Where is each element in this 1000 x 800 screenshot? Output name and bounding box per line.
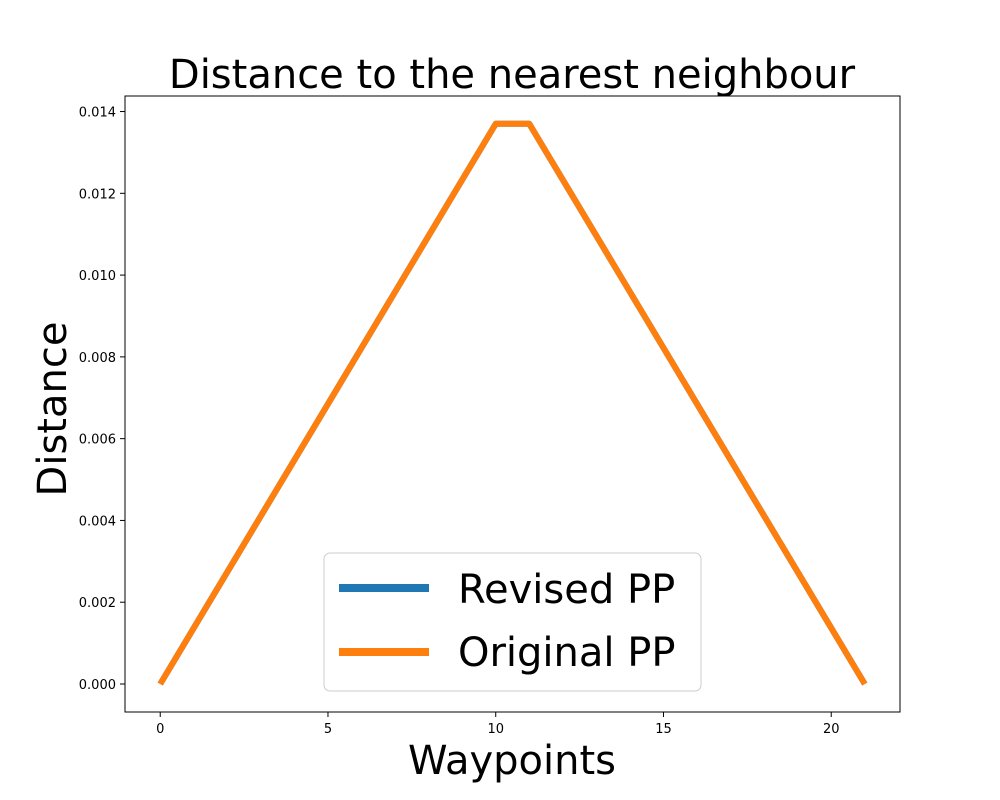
- x-tick-label-1: 5: [324, 722, 332, 737]
- plot-area: 0 5 10 15 20 0.000 0.002 0.004 0.006 0.008 0.010 0.…: [79, 106, 868, 737]
- y-tick-label-0: 0.000: [79, 678, 116, 693]
- series-line-1: [157, 120, 868, 686]
- x-axis-label: Waypoints: [408, 738, 616, 784]
- legend-label-original: Original PP: [458, 630, 675, 676]
- legend: Revised PP Original PP: [323, 552, 702, 692]
- x-tick-label-3: 15: [655, 722, 672, 737]
- y-tick-label-6: 0.012: [79, 187, 116, 202]
- y-tick-label-5: 0.010: [79, 269, 116, 284]
- legend-label-revised: Revised PP: [458, 567, 675, 613]
- plot-frame: [124, 95, 901, 713]
- y-tick-label-2: 0.004: [79, 514, 116, 529]
- x-tick-label-4: 20: [823, 722, 840, 737]
- y-tick-label-7: 0.014: [79, 106, 116, 121]
- x-tick-label-2: 10: [487, 722, 504, 737]
- x-tick-label-0: 0: [156, 722, 164, 737]
- y-tick-label-1: 0.002: [79, 596, 116, 611]
- y-tick-label-3: 0.006: [79, 433, 116, 448]
- y-tick-label-4: 0.008: [79, 351, 116, 366]
- y-axis-label: Distance: [30, 322, 76, 497]
- chart-title: Distance to the nearest neighbour: [169, 52, 856, 98]
